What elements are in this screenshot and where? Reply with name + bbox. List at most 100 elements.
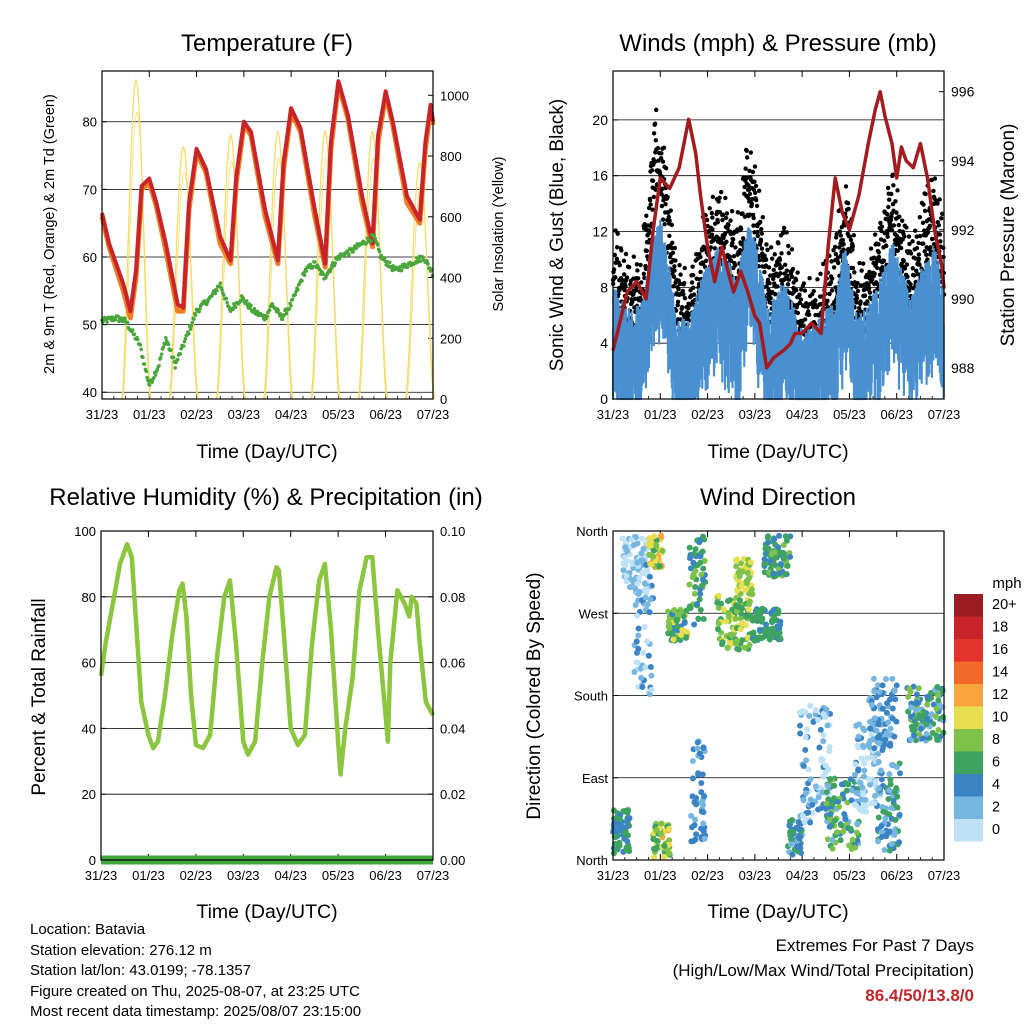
gust-point (614, 256, 620, 262)
temp-9m-line (99, 82, 436, 321)
gust-point (901, 258, 906, 264)
direction-point (700, 828, 707, 835)
dewpoint-point (364, 241, 369, 245)
direction-point (841, 810, 848, 817)
direction-point (820, 732, 827, 739)
direction-point (635, 625, 642, 632)
gust-point (722, 231, 728, 236)
gust-point (931, 188, 936, 194)
direction-point (665, 850, 672, 857)
gust-point (916, 252, 922, 257)
gust-point (941, 245, 946, 251)
direction-point (882, 676, 889, 683)
gust-point (936, 223, 941, 228)
direction-point (929, 729, 936, 736)
gust-point (753, 183, 759, 189)
direction-point (658, 534, 665, 541)
dewpoint-point (302, 273, 307, 277)
gust-point (891, 223, 897, 228)
direction-point (799, 812, 806, 819)
direction-point (864, 755, 871, 762)
direction-panel: Wind Direction NorthEastSouthWestNorth31… (524, 484, 1022, 923)
gust-point (837, 245, 842, 250)
gust-point (914, 245, 920, 251)
direction-point (648, 686, 655, 693)
dewpoint-point (375, 243, 380, 247)
direction-point (635, 591, 642, 598)
gust-point (744, 148, 749, 153)
plot-border (612, 70, 945, 400)
direction-point (652, 846, 659, 853)
direction-point (867, 737, 874, 744)
dewpoint-point (175, 357, 180, 362)
direction-point (869, 754, 876, 761)
gust-point (920, 220, 926, 226)
gust-point (775, 284, 780, 289)
dewpoint-point (312, 260, 317, 264)
gust-point (852, 270, 857, 275)
direction-point (776, 570, 783, 577)
legend-label: 12 (992, 687, 1008, 703)
dewpoint-point (295, 287, 300, 292)
gust-point (653, 138, 659, 143)
dewpoint-point (171, 355, 176, 360)
gust-point (890, 172, 896, 177)
speed-legend: mph 20+ 18 16 14 12 10 8 6 4 2 0 (954, 575, 1022, 842)
dewpoint-point (337, 257, 342, 261)
direction-point (747, 559, 754, 566)
gust-point (835, 255, 841, 260)
dewpoint-point (221, 293, 226, 297)
solar-curve (310, 129, 341, 400)
direction-point (629, 560, 636, 567)
gust-point (922, 208, 928, 214)
gust-point (743, 166, 748, 171)
direction-point (887, 725, 894, 732)
direction-point (776, 630, 783, 637)
gust-point (691, 285, 696, 290)
dewpoint-point (267, 308, 272, 312)
legend-swatch (954, 706, 983, 729)
direction-point (861, 767, 868, 774)
gust-point (930, 236, 935, 242)
gust-point (682, 280, 687, 286)
dewpoint-point (255, 309, 260, 314)
gust-point (853, 284, 859, 290)
direction-point (796, 832, 803, 839)
gust-point (612, 252, 617, 258)
gust-point (748, 150, 754, 155)
gust-point (917, 262, 922, 268)
x-tick-label: 02/23 (691, 407, 724, 422)
gust-point (672, 268, 677, 273)
gust-point (660, 217, 666, 222)
direction-point (882, 815, 889, 822)
gust-point (751, 223, 756, 228)
direction-point (647, 536, 654, 543)
legend-swatch (954, 639, 983, 662)
direction-point (696, 596, 703, 603)
direction-point (695, 615, 702, 622)
direction-point (742, 622, 749, 629)
direction-point (847, 776, 854, 783)
direction-point (632, 602, 639, 609)
direction-point (849, 836, 856, 843)
direction-point (680, 613, 687, 620)
gust-point (668, 208, 673, 213)
humidity-xlabel: Time (Day/UTC) (196, 901, 337, 923)
direction-point (913, 707, 920, 714)
dewpoint-point (238, 298, 243, 303)
direction-point (881, 846, 888, 853)
direction-point (886, 847, 893, 854)
gust-point (652, 121, 658, 126)
direction-point (826, 823, 833, 830)
dewpoint-point (220, 288, 224, 292)
gust-point (744, 155, 750, 160)
gust-point (850, 247, 855, 252)
gust-point (779, 265, 784, 270)
direction-point (816, 744, 823, 751)
direction-point (693, 801, 700, 808)
direction-point (802, 734, 809, 741)
dewpoint-point (382, 256, 387, 260)
gust-point (660, 159, 666, 164)
gust-point (771, 267, 776, 273)
direction-point (794, 824, 801, 831)
